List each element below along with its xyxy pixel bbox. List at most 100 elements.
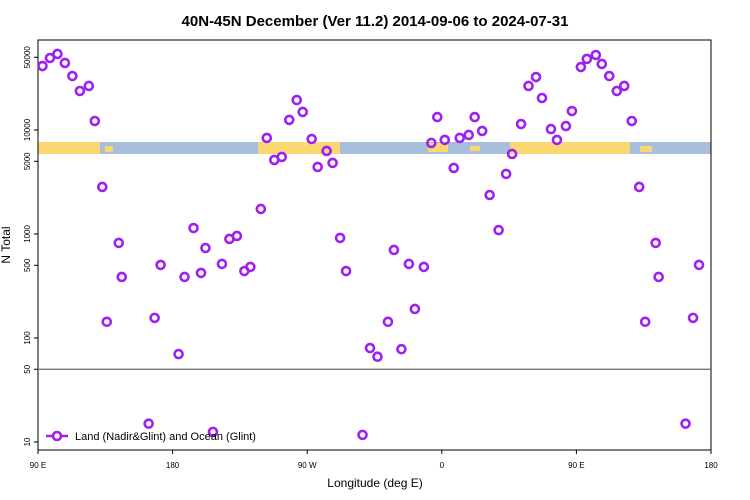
y-tick-label: 100 — [23, 331, 32, 345]
data-point — [432, 111, 443, 123]
data-point — [611, 85, 623, 97]
data-point — [357, 429, 368, 441]
data-point — [195, 267, 207, 279]
y-tick-label: 5000 — [23, 152, 32, 170]
data-point — [454, 132, 466, 144]
data-point — [500, 168, 512, 180]
data-point — [312, 161, 323, 173]
data-point — [439, 134, 451, 146]
data-point — [276, 151, 288, 163]
data-point — [245, 261, 256, 273]
data-point — [149, 312, 160, 324]
x-tick-label: 90 E — [30, 461, 46, 470]
data-point — [409, 303, 421, 315]
data-point — [255, 203, 267, 215]
data-point — [334, 232, 346, 244]
data-point — [633, 181, 645, 193]
data-point — [207, 426, 219, 438]
data-point — [506, 148, 518, 160]
data-point — [388, 244, 400, 256]
data-point — [515, 118, 527, 130]
data-point — [403, 258, 415, 270]
data-point — [173, 348, 184, 360]
data-point — [581, 53, 593, 65]
land-ocean-map — [38, 142, 711, 154]
legend-marker — [51, 430, 63, 442]
y-tick-label: 500 — [23, 258, 32, 272]
y-tick-label: 50000 — [23, 46, 32, 69]
y-tick-label: 1000 — [23, 225, 32, 243]
data-point — [364, 342, 376, 354]
data-point — [321, 145, 332, 157]
data-point — [590, 49, 602, 61]
y-tick-label: 10 — [23, 437, 32, 446]
data-point — [297, 106, 309, 118]
plot-frame — [37, 39, 712, 451]
data-point — [560, 120, 572, 132]
data-point — [687, 312, 699, 324]
data-point — [261, 132, 273, 144]
data-point — [639, 316, 651, 328]
y-axis-label: N Total — [0, 226, 13, 263]
data-point — [575, 61, 587, 73]
data-point — [283, 114, 295, 126]
y-tick-label: 50 — [23, 364, 32, 373]
data-point — [536, 92, 548, 104]
data-point — [604, 70, 615, 82]
data-point — [653, 271, 664, 283]
data-point — [463, 129, 475, 141]
data-point — [469, 111, 481, 123]
data-point — [596, 58, 608, 70]
data-point — [523, 80, 534, 92]
data-point — [372, 351, 383, 363]
data-point — [44, 52, 56, 64]
data-point — [396, 343, 407, 355]
data-point — [37, 60, 48, 72]
data-point — [231, 230, 243, 242]
data-point — [200, 242, 211, 254]
x-tick-label: 180 — [704, 461, 718, 470]
data-point — [74, 85, 86, 97]
x-tick-label: 90 W — [298, 461, 317, 470]
data-point — [650, 237, 661, 249]
data-point — [188, 222, 199, 234]
data-point — [618, 80, 630, 92]
data-point — [693, 259, 705, 271]
data-point — [476, 125, 488, 137]
data-point — [89, 115, 101, 127]
legend-label: Land (Nadir&Glint) and Ocean (Glint) — [75, 431, 256, 443]
x-axis-label: Longitude (deg E) — [327, 476, 422, 490]
data-point — [566, 105, 578, 117]
x-tick-label: 90 E — [568, 461, 584, 470]
data-point — [83, 80, 95, 92]
data-point — [101, 316, 113, 328]
data-point — [545, 123, 557, 135]
x-tick-label: 180 — [166, 461, 180, 470]
data-point — [626, 115, 638, 127]
data-point — [116, 271, 128, 283]
data-point — [67, 70, 78, 82]
y-tick-label: 10000 — [23, 118, 32, 141]
data-point — [52, 48, 63, 60]
data-point — [59, 57, 71, 69]
chart-title: 40N-45N December (Ver 11.2) 2014-09-06 t… — [182, 13, 569, 30]
data-point — [155, 259, 166, 271]
data-point — [418, 261, 430, 273]
data-point — [143, 418, 154, 429]
data-point — [551, 134, 563, 146]
data-point — [530, 71, 542, 83]
data-point — [97, 181, 108, 193]
data-point — [382, 316, 394, 328]
data-point — [493, 224, 504, 236]
data-point — [484, 189, 495, 201]
data-point — [426, 137, 437, 149]
data-point — [306, 133, 317, 145]
x-tick-label: 0 — [440, 461, 445, 470]
data-point — [179, 271, 190, 283]
data-point — [327, 157, 338, 169]
data-point — [680, 418, 691, 429]
data-point — [340, 265, 352, 277]
data-point — [291, 94, 303, 106]
data-point — [448, 162, 460, 174]
